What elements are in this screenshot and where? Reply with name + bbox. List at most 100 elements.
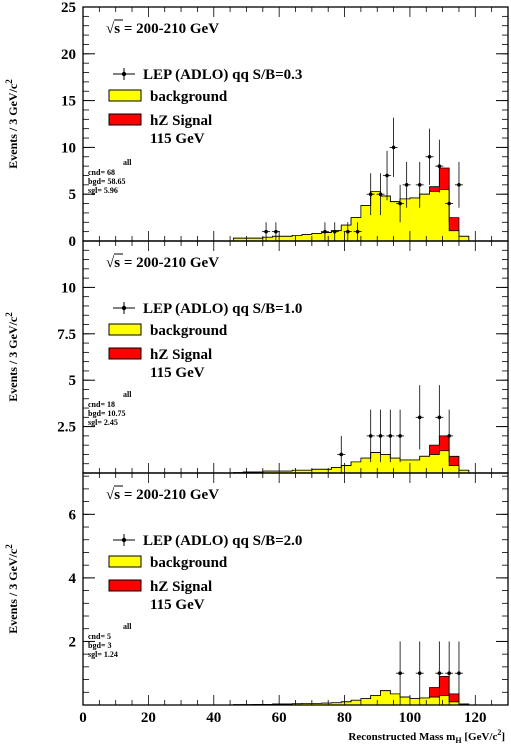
y-tick-label: 0 (69, 234, 77, 250)
data-point (402, 161, 411, 208)
legend-data-label: LEP (ADLO) qq S/B=2.0 (143, 533, 302, 549)
data-point (454, 641, 463, 705)
data-marker (447, 201, 451, 206)
legend: LEP (ADLO) qq S/B=1.0 background hZ Signal… (108, 301, 302, 381)
legend-signal-swatch (108, 113, 142, 126)
stats-header: all (123, 158, 132, 167)
stats-cnd: cnd= 18 (88, 400, 115, 409)
stats-sgl: sgl= 1.24 (88, 650, 118, 659)
data-points (396, 641, 463, 705)
x-tick-label: 0 (79, 710, 87, 726)
stats-bgd: bgd= 3 (88, 641, 111, 650)
legend-signal-mass: 115 GeV (150, 365, 205, 381)
panel-2: 2.5 5 7.5 10 Events / 3 GeV/c2 √s = 200-210 G… (4, 240, 509, 474)
data-point (396, 641, 405, 705)
x-axis-label-part-close: ] (501, 731, 505, 743)
data-point (389, 117, 398, 177)
data-points (262, 117, 463, 241)
data-point (425, 128, 434, 185)
x-tick-label: 80 (337, 710, 352, 726)
legend-background-swatch (108, 89, 142, 102)
data-marker (355, 229, 360, 234)
y-tick-label: 15 (61, 94, 76, 110)
data-marker (437, 164, 442, 168)
data-point (435, 385, 444, 450)
data-point (330, 222, 339, 241)
data-point (386, 409, 395, 463)
data-marker (264, 229, 268, 234)
data-marker (447, 434, 451, 438)
panel-title: √s = 200-210 GeV (106, 21, 219, 37)
plot-frame (82, 472, 509, 706)
data-point (353, 222, 362, 241)
y-axis-label-text: Events / 3 GeV/c (6, 316, 20, 402)
data-point (435, 641, 444, 705)
y-tick-label: 20 (61, 47, 76, 63)
data-point (376, 173, 385, 216)
data-point (445, 184, 454, 223)
data-marker (368, 192, 373, 196)
legend-data-label: LEP (ADLO) qq S/B=1.0 (143, 301, 302, 317)
y-axis-label-sup: 2 (4, 544, 14, 549)
y-axis-label: Events / 3 GeV/c2 (4, 79, 20, 169)
data-marker (388, 434, 393, 438)
y-tick-label: 5 (69, 373, 77, 389)
background-histogram (232, 450, 470, 474)
x-tick-label: 40 (206, 710, 221, 726)
data-point (396, 184, 405, 223)
y-tick-label: 6 (69, 507, 77, 523)
y-axis-label: Events / 3 GeV/c2 (4, 544, 20, 634)
data-point (366, 173, 375, 216)
data-point (343, 222, 352, 241)
data-marker (417, 183, 422, 187)
panel-title: √s = 200-210 GeV (106, 487, 219, 503)
data-marker (417, 415, 422, 420)
stats-header: all (123, 622, 132, 631)
legend: LEP (ADLO) qq S/B=0.3 background hZ Signal… (108, 67, 302, 147)
data-marker (346, 229, 350, 234)
x-tick-label: 60 (272, 710, 287, 726)
data-point (337, 435, 346, 473)
data-marker (404, 183, 409, 187)
x-axis-label-part-sub: H (455, 736, 462, 745)
data-point (435, 139, 444, 193)
stats-bgd: bgd= 10.75 (88, 409, 125, 418)
data-point (366, 409, 375, 463)
legend-data-marker (121, 537, 127, 543)
x-axis-label: Reconstructed Mass mH [GeV/c2] (348, 728, 505, 745)
data-marker (437, 415, 442, 420)
legend-background-swatch (108, 323, 142, 336)
legend-data-marker (121, 71, 127, 77)
x-axis-label-part-unit: [GeV/c (462, 731, 498, 743)
data-point (396, 409, 405, 463)
x-axis-label-part: Reconstructed Mass m (348, 731, 455, 743)
data-marker (457, 183, 461, 187)
y-tick-label: 2 (69, 634, 77, 650)
data-point (445, 409, 454, 463)
y-axis-label-sup: 2 (4, 79, 14, 84)
legend-signal-label: hZ Signal (150, 113, 212, 129)
data-marker (339, 452, 344, 457)
legend-signal-label: hZ Signal (150, 347, 212, 363)
stats-cnd: cnd= 68 (88, 168, 115, 177)
x-tick-label: 100 (399, 710, 422, 726)
data-point (415, 385, 424, 450)
legend-signal-label: hZ Signal (150, 579, 212, 595)
data-marker (398, 671, 402, 676)
data-marker (368, 434, 373, 438)
data-marker (417, 671, 422, 676)
legend-background-swatch (108, 555, 142, 568)
x-tick-label: 120 (464, 710, 487, 726)
data-point (383, 150, 392, 201)
legend-signal-mass: 115 GeV (150, 597, 205, 613)
y-axis-label-text: Events / 3 GeV/c (6, 83, 20, 169)
legend-signal-swatch (108, 579, 142, 592)
data-marker (457, 671, 461, 676)
data-marker (385, 173, 389, 178)
data-marker (274, 229, 278, 234)
data-point (445, 641, 454, 705)
data-marker (398, 201, 402, 206)
stats-cnd: cnd= 5 (88, 632, 111, 641)
